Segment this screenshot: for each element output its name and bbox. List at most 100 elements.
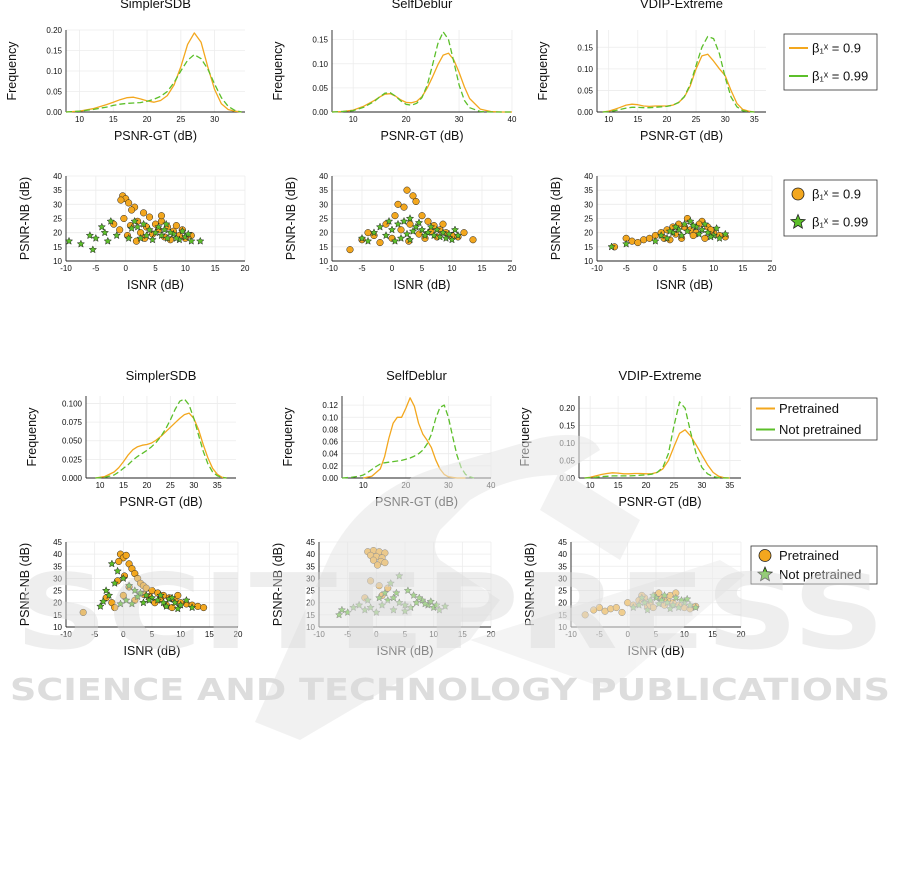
x-axis-label: PSNR-GT (dB) [114,129,197,143]
x-tick-label: -10 [565,630,577,639]
scatter-point [122,551,130,559]
y-tick-label: 0.025 [62,455,83,464]
scatter-point [119,573,128,583]
scatter-point [160,225,169,234]
panel-11: -10 -5 0 5 10 15 20 10 15 20 25 30 35 40 45 ISNR (dB) PS… [271,538,496,658]
y-tick-label: 10 [558,623,567,632]
scatter-point [110,578,119,587]
scatter-point [384,216,394,225]
scatter-point [399,216,409,225]
x-axis-label: ISNR (dB) [656,278,713,292]
scatter-point [136,588,145,597]
series-line-2 [331,31,512,113]
scatter-point [607,242,616,251]
scatter-point [418,212,426,220]
scatter-point [64,236,74,245]
scatter-point [417,225,427,234]
y-tick-label: 40 [53,172,62,181]
scatter-point [156,590,165,600]
y-tick-label: 0.06 [322,438,338,447]
series-line-1 [584,429,730,479]
y-axis-label: Frequency [518,407,532,467]
scatter-point [403,186,411,194]
scatter-point [101,586,111,595]
x-tick-label: 10 [429,630,438,639]
scatter-point [167,593,177,602]
x-tick-label: -10 [326,264,338,273]
y-tick-label: 0.05 [559,457,575,466]
scatter-point [405,214,415,223]
chart-title: VDIP-Extreme [618,368,701,383]
x-tick-label: -5 [92,264,100,273]
scatter-point [406,603,415,612]
scatter-point [450,225,460,234]
scatter-point [715,233,724,242]
y-tick-label: 25 [306,587,315,596]
legend-label: Pretrained [779,401,839,416]
scatter-point [139,598,148,607]
y-tick-label: 30 [53,200,62,209]
scatter-point [405,235,415,244]
scatter-point [76,239,86,248]
y-tick-label: 15 [53,611,62,620]
x-tick-label: 10 [181,264,190,273]
chart-title: VDIP-Extreme [640,0,723,11]
legend-circle-marker [758,549,772,562]
series-points-1 [110,192,195,245]
x-axis-label: ISNR (dB) [628,644,685,658]
y-axis-label: PSNR-NB (dB) [284,177,298,260]
scatter-point [387,225,397,234]
scatter-point [712,223,721,233]
x-tick-label: 20 [768,264,777,273]
y-axis-label: PSNR-NB (dB) [523,543,537,626]
scatter-point [145,213,154,221]
scatter-point [112,231,121,240]
x-tick-label: 15 [211,264,220,273]
scatter-point [375,582,383,590]
scatter-point [408,226,418,235]
x-tick-label: 30 [444,481,453,490]
series-points-2 [64,216,205,254]
x-tick-label: 5 [150,630,155,639]
scatter-point [120,214,128,223]
y-axis-label: Frequency [281,407,295,467]
x-tick-label: 35 [213,481,222,490]
scatter-point [116,226,124,234]
scatter-point [376,239,384,247]
scatter-point [697,225,707,234]
panel-3: 10 15 20 25 30 35 0.00 0.05 0.10 0.15 VDIP-Extreme… [536,0,766,143]
x-tick-label: 35 [750,115,759,124]
scatter-point [360,605,370,614]
scatter-point [671,222,681,231]
y-tick-label: 0.04 [322,450,338,459]
y-tick-label: 10 [53,257,62,266]
scatter-point [173,604,183,613]
x-tick-label: 20 [508,264,517,273]
x-tick-label: 20 [401,481,410,490]
scatter-point [195,236,205,245]
y-tick-label: 40 [53,550,62,559]
scatter-point [172,233,181,242]
scatter-point [124,581,134,590]
scatter-point [363,236,373,245]
x-tick-label: 10 [349,115,358,124]
scatter-point [144,595,154,604]
scatter-point [369,228,379,237]
legend-1: β₁ˣ = 0.9 β₁ˣ = 0.99 [783,33,878,91]
scatter-point [634,239,642,247]
series-line-1 [65,32,242,113]
chart-title: SimplerSDB [120,0,191,11]
y-tick-label: 15 [584,243,593,252]
y-tick-label: 40 [319,172,328,181]
series-points-2 [607,216,730,251]
legend-star-marker [789,213,807,229]
scatter-point [412,197,420,206]
series-line-2 [95,398,227,479]
scatter-point [364,229,372,237]
scatter-point [159,598,168,607]
x-tick-label: -5 [596,630,604,639]
scatter-point [406,220,414,228]
x-tick-label: 0 [374,630,379,639]
y-axis-label: PSNR-NB (dB) [18,177,32,260]
scatter-point [97,222,107,231]
